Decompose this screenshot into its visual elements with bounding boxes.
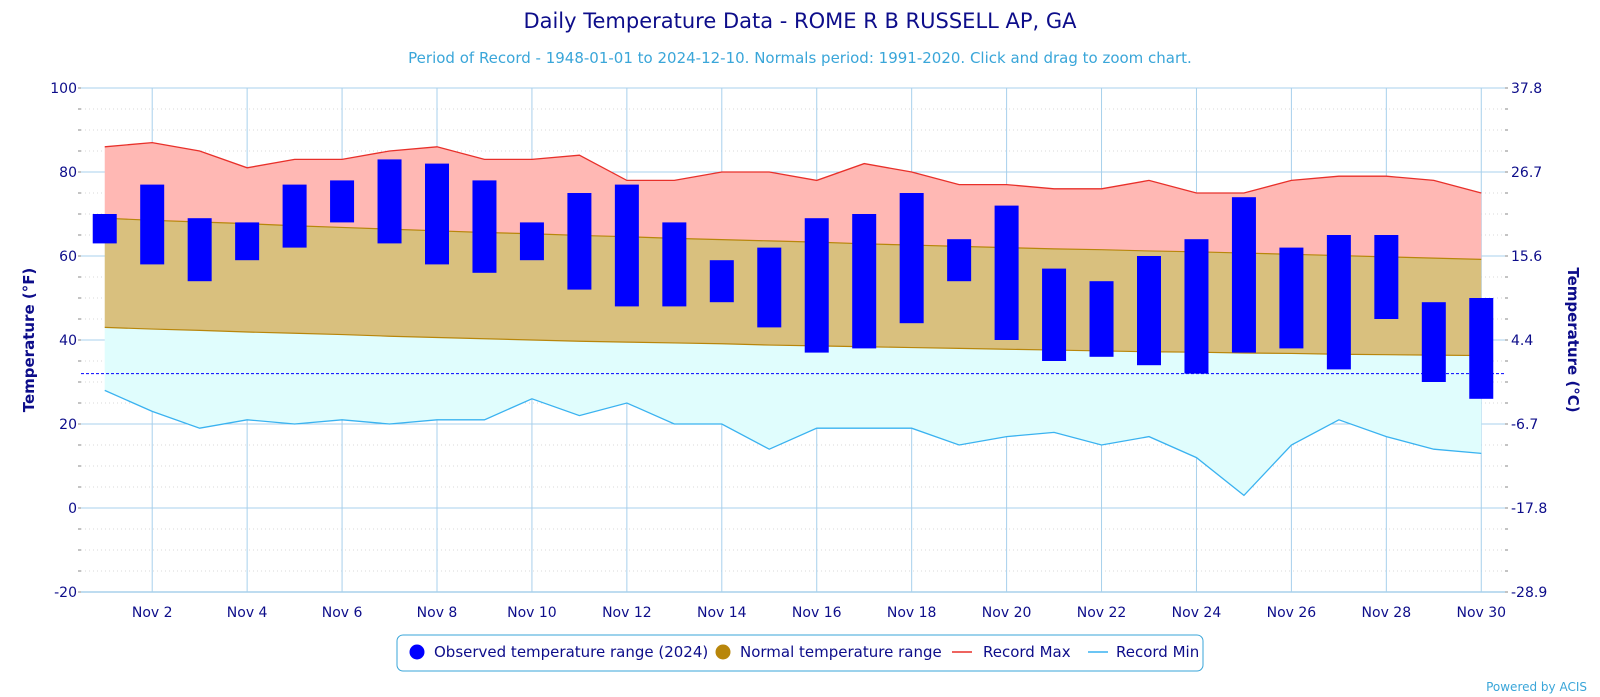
observed-bar <box>1042 268 1067 361</box>
observed-bar <box>425 163 449 265</box>
legend-observed-marker <box>409 644 425 660</box>
record-min-line <box>104 389 1482 497</box>
legend-record-min-label: Record Min <box>1116 643 1199 661</box>
y-tick-label-left: 60 <box>59 249 77 265</box>
x-tick-label: Nov 6 <box>322 605 363 621</box>
observed-bar <box>947 239 972 282</box>
legend: Observed temperature range (2024) Normal… <box>396 634 1204 672</box>
x-tick-label: Nov 30 <box>1456 605 1506 621</box>
observed-bar <box>330 180 355 223</box>
observed-bar <box>377 159 402 244</box>
x-tick-label: Nov 18 <box>887 605 937 621</box>
x-tick-label: Nov 22 <box>1077 605 1127 621</box>
observed-bar <box>852 214 877 349</box>
observed-bar <box>709 260 734 303</box>
observed-bar <box>662 222 687 307</box>
legend-box <box>396 634 1204 672</box>
observed-bar <box>1089 281 1114 357</box>
observed-bar <box>567 193 592 290</box>
y-axis-title-left: Temperature (°F) <box>20 268 38 413</box>
y-tick-label-right: 26.7 <box>1511 165 1542 181</box>
y-tick-label-left: -20 <box>54 585 77 601</box>
y-tick-label-right: -28.9 <box>1511 585 1547 601</box>
observed-bar <box>1184 239 1209 374</box>
y-tick-label-left: 0 <box>68 501 77 517</box>
observed-bar <box>1469 298 1494 399</box>
observed-bar <box>1137 256 1161 366</box>
y-tick-label-right: -6.7 <box>1511 417 1538 433</box>
observed-bar <box>92 214 117 244</box>
x-tick-label: Nov 12 <box>602 605 652 621</box>
observed-bars <box>92 159 1494 399</box>
observed-bar <box>757 247 782 328</box>
range-areas <box>104 142 1482 496</box>
observed-bar <box>804 218 829 353</box>
x-tick-label: Nov 10 <box>507 605 557 621</box>
observed-bar <box>614 184 639 307</box>
record-lines <box>81 141 1505 497</box>
y-tick-label-left: 100 <box>50 81 77 97</box>
credit-link[interactable]: Powered by ACIS <box>1486 680 1587 694</box>
observed-bar <box>1326 235 1351 370</box>
axes: -20 0 20 40 60 80 100 -28.9 -17.8 -6.7 4.4 15.6 26.7… <box>50 81 1547 621</box>
legend-observed-label: Observed temperature range (2024) <box>434 643 708 661</box>
legend-normal-label: Normal temperature range <box>740 643 942 661</box>
observed-bar <box>519 222 544 261</box>
x-tick-label: Nov 24 <box>1172 605 1222 621</box>
observed-bar <box>899 193 924 324</box>
x-tick-label: Nov 2 <box>132 605 173 621</box>
y-tick-label-right: 4.4 <box>1511 333 1533 349</box>
observed-bar <box>282 184 307 248</box>
observed-bar <box>140 184 165 265</box>
record-min-area <box>104 327 1482 496</box>
y-tick-label-right: 15.6 <box>1511 249 1542 265</box>
normal-low-line <box>104 326 1482 357</box>
x-tick-label: Nov 14 <box>697 605 747 621</box>
observed-bar <box>1279 247 1304 349</box>
observed-bar <box>994 205 1019 340</box>
x-tick-label: Nov 4 <box>227 605 268 621</box>
y-tick-label-left: 40 <box>59 333 77 349</box>
observed-bar <box>187 218 212 282</box>
x-tick-label: Nov 26 <box>1267 605 1317 621</box>
y-tick-label-right: 37.8 <box>1511 81 1542 97</box>
record-max-line <box>104 141 1482 194</box>
legend-record-max-label: Record Max <box>983 643 1071 661</box>
legend-item-normal[interactable]: Normal temperature range <box>715 643 942 661</box>
y-axis-title-right: Temperature (°C) <box>1564 267 1582 412</box>
legend-item-record-max[interactable]: Record Max <box>952 643 1071 661</box>
observed-bar <box>1421 302 1446 382</box>
y-tick-label-right: -17.8 <box>1511 501 1547 517</box>
chart-title: Daily Temperature Data - ROME R B RUSSEL… <box>523 9 1077 33</box>
legend-normal-marker <box>715 644 731 660</box>
observed-bar <box>235 222 260 261</box>
legend-item-observed[interactable]: Observed temperature range (2024) <box>409 643 709 661</box>
legend-item-record-min[interactable]: Record Min <box>1088 643 1199 661</box>
chart-subtitle: Period of Record - 1948-01-01 to 2024-12… <box>408 49 1192 67</box>
x-tick-label: Nov 28 <box>1362 605 1412 621</box>
y-tick-label-left: 80 <box>59 165 77 181</box>
observed-bar <box>1231 197 1256 353</box>
y-tick-label-left: 20 <box>59 417 77 433</box>
observed-bar <box>1374 235 1399 319</box>
x-tick-label: Nov 8 <box>417 605 458 621</box>
x-tick-label: Nov 16 <box>792 605 842 621</box>
x-tick-label: Nov 20 <box>982 605 1032 621</box>
observed-bar <box>472 180 497 273</box>
